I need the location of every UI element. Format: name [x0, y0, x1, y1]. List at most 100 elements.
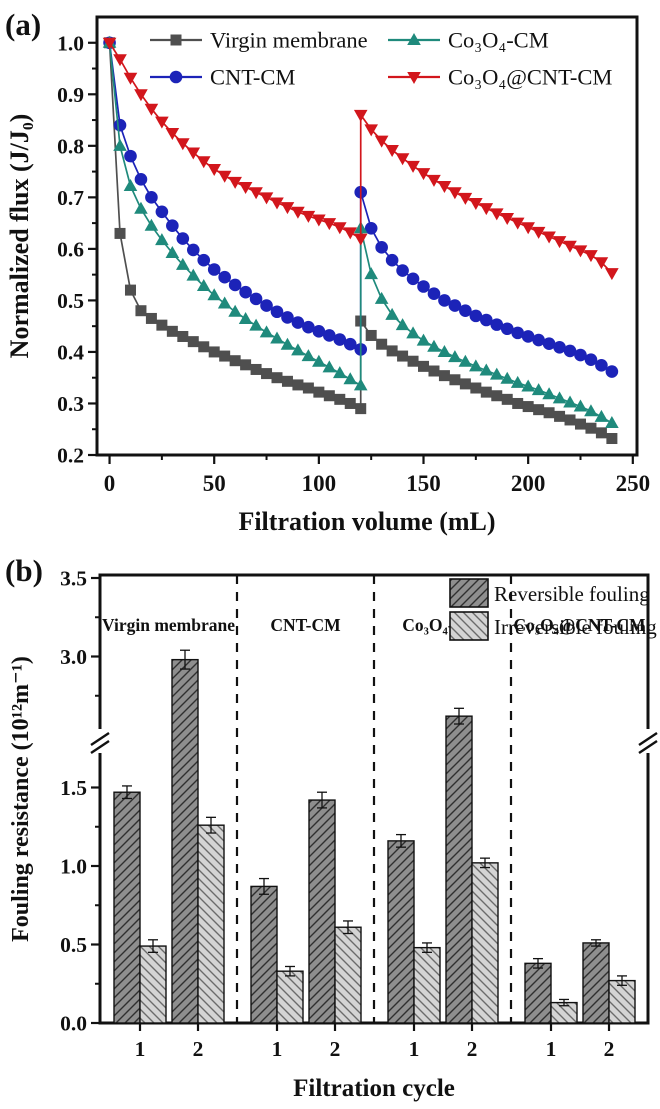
series-marker-2	[322, 360, 337, 373]
series-marker-1	[291, 316, 305, 329]
series-marker-3	[155, 116, 169, 129]
series-marker-0	[292, 379, 304, 391]
series-marker-2	[395, 318, 410, 331]
series-marker-3	[364, 124, 378, 137]
series-marker-2	[144, 218, 159, 231]
series-marker-2	[123, 179, 138, 192]
series-marker-3	[353, 109, 368, 122]
series-marker-1	[333, 333, 347, 346]
legend-label: Co₃O₄@CNT-CM	[448, 65, 612, 90]
legend-marker	[169, 70, 183, 84]
series-marker-2	[542, 387, 556, 400]
legend-label: Co₃O₄-CM	[448, 28, 549, 53]
series-marker-0	[543, 407, 555, 419]
cycle-tick-label: 2	[193, 1037, 204, 1061]
x-axis-title: Filtration volume (mL)	[238, 507, 495, 536]
series-marker-1	[469, 309, 483, 323]
x-axis-title: Filtration cycle	[293, 1075, 455, 1102]
series-marker-1	[145, 191, 158, 204]
irreversible-bar	[471, 862, 499, 1024]
series-marker-1	[270, 305, 284, 319]
series-marker-0	[156, 319, 168, 331]
series-marker-2	[489, 367, 504, 380]
legend-swatch	[449, 611, 489, 641]
series-marker-3	[594, 257, 609, 270]
y-tick-label: 0.9	[57, 83, 84, 107]
series-marker-0	[606, 433, 618, 445]
y-tick-label: 0.0	[60, 1012, 87, 1036]
series-marker-2	[385, 307, 399, 320]
series-marker-3	[343, 227, 358, 240]
series-marker-3	[186, 147, 201, 160]
series-marker-0	[407, 355, 419, 367]
series-marker-1	[281, 311, 294, 324]
series-marker-3	[500, 212, 515, 225]
series-marker-1	[574, 348, 587, 362]
series-marker-3	[437, 181, 452, 194]
legend-swatch	[449, 578, 489, 608]
axis-break-gap	[642, 729, 654, 753]
series-marker-0	[585, 422, 597, 434]
axis-break-mark	[90, 732, 110, 746]
series-marker-0	[229, 355, 241, 367]
series-marker-1	[605, 365, 619, 378]
series-marker-2	[605, 416, 619, 429]
series-marker-2	[186, 268, 201, 281]
plot-frame	[95, 15, 639, 457]
legend-label: Irreversible fouling	[494, 615, 657, 639]
series-marker-1	[249, 292, 263, 306]
series-marker-0	[250, 363, 262, 375]
series-marker-1	[406, 272, 420, 286]
series-marker-0	[166, 325, 178, 337]
series-marker-1	[228, 278, 242, 292]
series-marker-1	[521, 330, 535, 343]
series-marker-3	[196, 156, 211, 169]
series-marker-0	[365, 329, 377, 341]
x-tick-label: 150	[406, 471, 441, 496]
series-marker-1	[511, 326, 524, 340]
series-marker-1	[166, 219, 179, 232]
x-tick-label: 50	[203, 471, 226, 496]
series-marker-2	[437, 344, 452, 357]
y-tick-label: 0.6	[57, 237, 84, 261]
series-marker-0	[428, 365, 440, 377]
series-marker-3	[552, 236, 567, 249]
series-marker-3	[332, 222, 347, 235]
series-marker-2	[416, 333, 431, 346]
irreversible-bar	[334, 926, 362, 1024]
series-marker-2	[479, 363, 494, 376]
series-marker-0	[344, 397, 356, 409]
series-marker-3	[448, 187, 462, 200]
series-marker-2	[584, 404, 598, 417]
series-marker-0	[470, 382, 482, 394]
series-marker-1	[375, 241, 388, 254]
series-marker-2	[238, 311, 253, 324]
series-marker-2	[291, 343, 305, 356]
series-marker-1	[113, 118, 127, 132]
series-marker-0	[355, 403, 367, 415]
series-marker-2	[521, 379, 535, 392]
reversible-bar	[387, 840, 415, 1024]
series-marker-1	[500, 322, 514, 336]
series-marker-0	[334, 393, 346, 405]
legend-label: CNT-CM	[210, 65, 295, 90]
legend-label: Virgin membrane	[210, 28, 368, 53]
y-axis-title: Fouling resistance (10¹²m⁻¹)	[8, 656, 34, 942]
series-marker-3	[176, 138, 190, 151]
series-marker-1	[134, 173, 148, 186]
series-marker-2	[353, 378, 368, 391]
series-marker-0	[418, 360, 430, 372]
series-marker-2	[552, 391, 567, 404]
series-marker-0	[501, 393, 513, 405]
series-marker-2	[510, 375, 525, 388]
series-marker-0	[438, 370, 450, 382]
series-marker-3	[353, 233, 368, 246]
series-marker-3	[395, 153, 410, 166]
series-marker-1	[343, 337, 357, 351]
series-marker-3	[489, 208, 504, 221]
series-marker-1	[155, 205, 169, 219]
series-marker-3	[228, 176, 242, 189]
series-marker-1	[186, 243, 200, 257]
series-marker-2	[312, 354, 326, 367]
series-marker-3	[573, 245, 588, 258]
